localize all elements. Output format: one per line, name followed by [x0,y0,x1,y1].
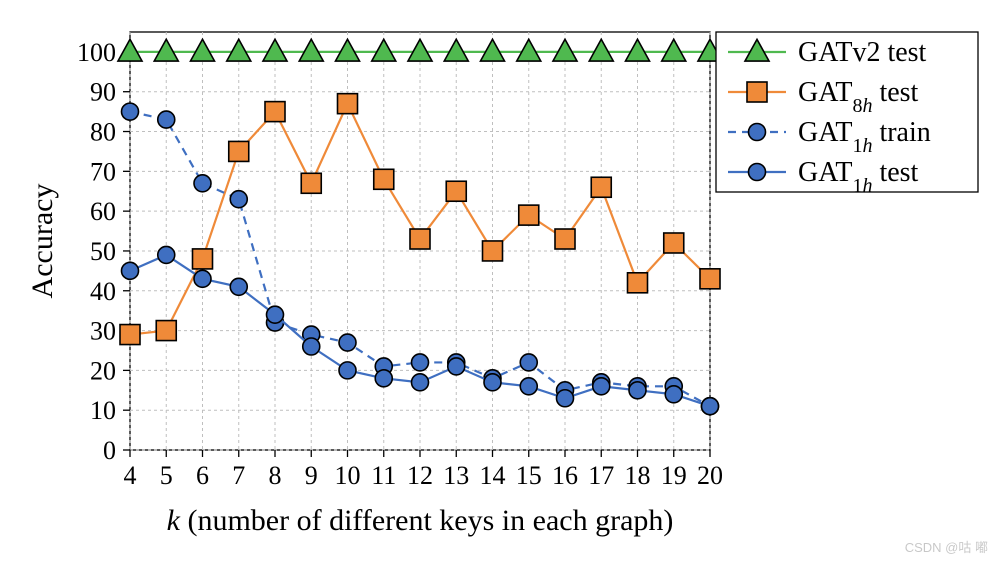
y-tick-label: 10 [90,396,116,425]
y-tick-label: 60 [90,197,116,226]
y-axis-label: Accuracy [26,184,59,299]
x-tick-label: 9 [305,461,318,490]
x-tick-label: 15 [516,461,542,490]
accuracy-chart: 456789 10 11 12 13 14 15 16 17 18 19 20 0 10 20 30 40 50 6… [10,10,990,555]
y-tick-label: 90 [90,78,116,107]
x-tick-label: 18 [625,461,651,490]
legend-label-gatv2_test: GATv2 test [798,37,927,68]
x-tick-label: 20 [697,461,723,490]
x-tick-label: 17 [588,461,614,490]
x-tick-label: 13 [443,461,469,490]
chart-svg: 456789 10 11 12 13 14 15 16 17 18 19 20 0 10 20 30 40 50 6… [10,10,990,550]
y-tick-label: 70 [90,157,116,186]
x-tick-label: 11 [371,461,396,490]
x-axis-label: k (number of different keys in each grap… [167,504,674,537]
x-tick-label: 14 [480,461,506,490]
x-tick-label: 5 [160,461,173,490]
x-tick-label: 12 [407,461,433,490]
y-tick-label: 50 [90,237,116,266]
x-tick-label: 16 [552,461,578,490]
x-tick-label: 10 [335,461,361,490]
y-tick-label: 80 [90,118,116,147]
y-tick-label: 30 [90,317,116,346]
x-tick-label: 7 [232,461,245,490]
y-tick-label: 0 [103,436,116,465]
watermark-text: CSDN @咕 嘟 [905,537,988,556]
x-tick-label: 19 [661,461,687,490]
y-tick-label: 40 [90,277,116,306]
x-tick-label: 6 [196,461,209,490]
y-tick-label: 20 [90,356,116,385]
x-tick-label: 8 [269,461,282,490]
x-tick-label: 4 [124,461,137,490]
y-tick-label: 100 [77,38,116,67]
